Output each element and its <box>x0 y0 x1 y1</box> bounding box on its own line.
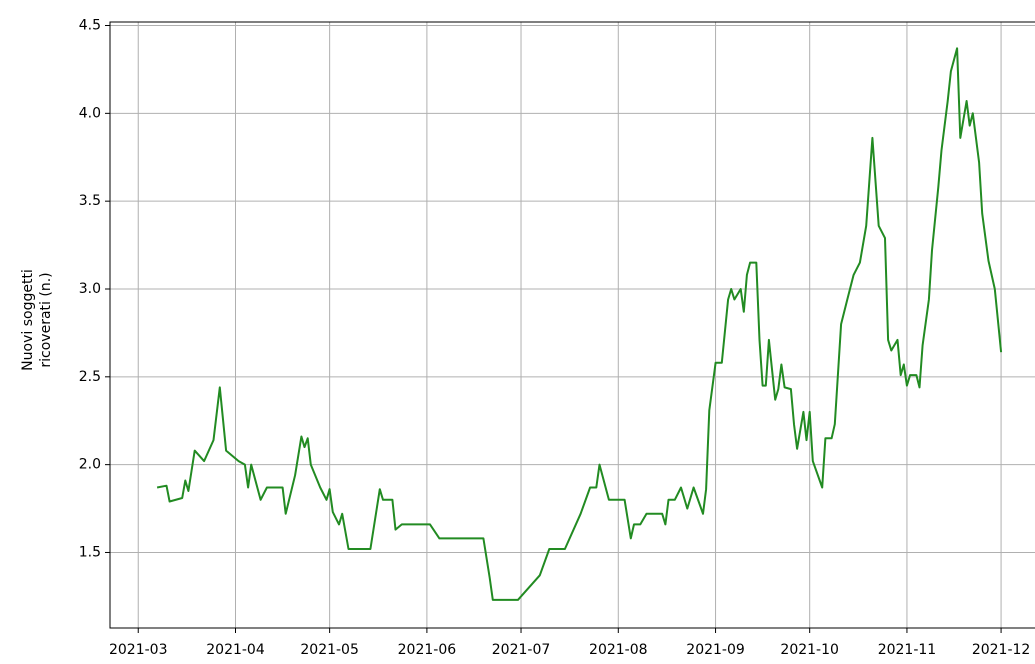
x-tick-label: 2021-04 <box>206 642 265 658</box>
data-line <box>156 47 1003 601</box>
y-axis-label: Nuovi soggetti <box>20 269 36 371</box>
y-tick-label: 4.0 <box>79 105 101 121</box>
x-tick-label: 2021-03 <box>109 642 168 658</box>
y-tick-label: 3.0 <box>79 281 101 297</box>
x-tick-label: 2021-12 <box>972 642 1031 658</box>
y-tick-label: 1.5 <box>79 544 101 560</box>
x-tick-label: 2021-09 <box>686 642 745 658</box>
plot-frame <box>109 21 1035 629</box>
x-tick-label: 2021-11 <box>878 642 937 658</box>
y-tick-label: 2.5 <box>79 369 101 385</box>
y-tick-label: 4.5 <box>79 18 101 34</box>
y-tick-label: 3.5 <box>79 193 101 209</box>
x-tick-label: 2021-05 <box>300 642 359 658</box>
x-tick-label: 2021-10 <box>780 642 839 658</box>
y-tick-label: 2.0 <box>79 457 101 473</box>
x-tick-label: 2021-07 <box>492 642 551 658</box>
x-tick-label: 2021-06 <box>398 642 457 658</box>
y-axis-label: ricoverati (n.) <box>38 272 54 367</box>
x-tick-label: 2021-08 <box>589 642 648 658</box>
